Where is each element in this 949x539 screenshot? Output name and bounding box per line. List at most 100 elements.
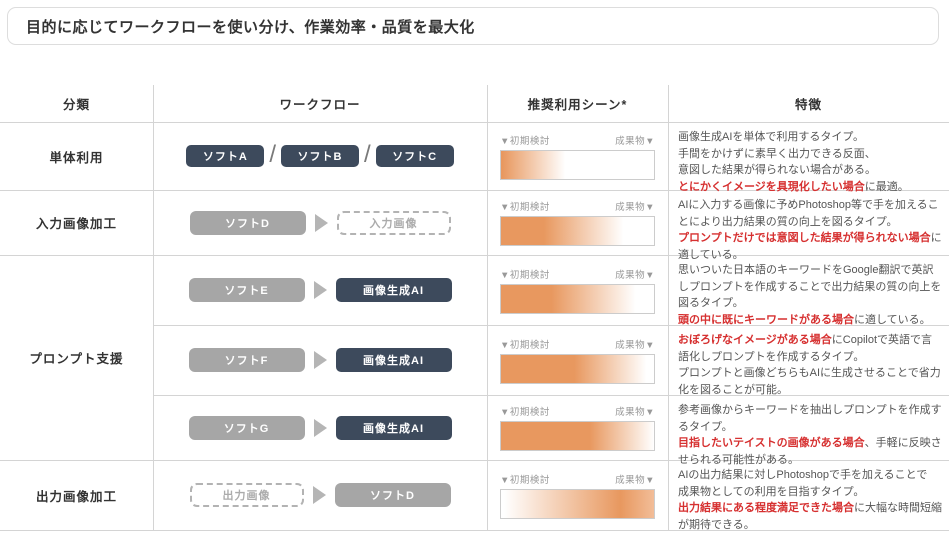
feature-highlight: プロンプトだけでは意図した結果が得られない場合	[678, 232, 931, 244]
scene-label-initial: ▼初期検討	[500, 202, 550, 213]
scene-cell: ▼初期検討 成果物▼	[487, 395, 668, 460]
scene-label-initial: ▼初期検討	[500, 339, 550, 351]
scene-axis-labels: ▼初期検討 成果物▼	[500, 404, 655, 418]
workflow-flow: 出力画像 ソフトD	[189, 483, 451, 507]
feature-segment: にCopilotで英語で言語化しプロンプトを作成するタイプ。 プロンプトと画像ど…	[678, 334, 941, 396]
workflow-flow: ソフトG 画像生成AI	[188, 415, 452, 440]
feature-segment: に大幅な時間短縮が期待できる。	[678, 502, 942, 531]
row-divider	[0, 530, 949, 531]
workflow-node: 画像生成AI	[335, 415, 452, 440]
scene-cell: ▼初期検討 成果物▼	[487, 122, 668, 190]
workflow-node: 画像生成AI	[335, 278, 452, 302]
workflow-flow: ソフトD 入力画像	[189, 210, 451, 235]
scene-gradient-bar	[500, 421, 655, 451]
slash-separator: /	[269, 141, 276, 168]
feature-segment: 参考画像からキーワードを抽出しプロンプトを作成するタイプ。	[678, 404, 942, 433]
flow-arrow-icon	[313, 281, 327, 299]
scene-label-initial: ▼初期検討	[500, 407, 550, 418]
workflow-cell: ソフトA / ソフトB / ソフトC	[153, 122, 487, 190]
column-divider	[668, 85, 669, 530]
feature-highlight: おぼろげなイメージがある場合	[678, 334, 832, 346]
flow-arrow-icon	[312, 486, 326, 504]
workflow-cell: ソフトD 入力画像	[153, 190, 487, 255]
scene-cell: ▼初期検討 成果物▼	[487, 190, 668, 255]
feature-segment: 、手軽に反映させられる可能性がある。	[678, 437, 942, 466]
feature-text: AIに入力する画像に予めPhotoshop等で手を加えることにより出力結果の質の…	[668, 190, 949, 261]
workflow-node: ソフトD	[334, 483, 451, 507]
workflow-node: ソフトE	[188, 278, 305, 302]
feature-segment: 画像生成AIを単体で利用するタイプ。 手間をかけずに素早く出力できる反面、 意図…	[678, 131, 876, 176]
row-divider	[0, 190, 949, 191]
workflow-node: 出力画像	[189, 483, 304, 507]
feature-text: 参考画像からキーワードを抽出しプロンプトを作成するタイプ。 目指したいテイストの…	[668, 395, 949, 466]
feature-text: 画像生成AIを単体で利用するタイプ。 手間をかけずに素早く出力できる反面、 意図…	[668, 122, 949, 193]
scene-axis-labels: ▼初期検討 成果物▼	[500, 133, 655, 147]
scene-label-initial: ▼初期検討	[500, 269, 550, 281]
scene-label-deliverable: 成果物▼	[615, 135, 655, 147]
column-header-category: 分類	[62, 98, 90, 112]
scene-axis-labels: ▼初期検討 成果物▼	[500, 199, 655, 213]
column-header-scene: 推奨利用シーン*	[527, 98, 628, 112]
workflow-node: ソフトF	[188, 348, 305, 372]
column-divider	[487, 85, 488, 530]
feature-highlight: 目指したいテイストの画像がある場合	[678, 437, 865, 449]
feature-segment: に適している。	[854, 313, 931, 326]
row-divider	[153, 395, 949, 396]
scene-label-deliverable: 成果物▼	[615, 474, 655, 486]
workflow-node: ソフトC	[375, 145, 454, 167]
workflow-node: ソフトB	[281, 145, 359, 167]
feature-text: AIの出力結果に対しPhotoshopで手を加えることで 成果物としての利用を目…	[668, 460, 949, 531]
row-divider	[0, 460, 949, 461]
scene-label-initial: ▼初期検討	[500, 474, 550, 486]
workflow-flow: ソフトE 画像生成AI	[188, 278, 452, 302]
scene-cell: ▼初期検討 成果物▼	[487, 255, 668, 325]
scene-cell: ▼初期検討 成果物▼	[487, 460, 668, 530]
workflow-node: 入力画像	[336, 210, 451, 235]
scene-label-deliverable: 成果物▼	[615, 269, 655, 281]
feature-segment: AIに入力する画像に予めPhotoshop等で手を加えることにより出力結果の質の…	[678, 199, 939, 228]
feature-highlight: 頭の中に既にキーワードがある場合	[678, 313, 854, 326]
workflow-cell: ソフトF 画像生成AI	[153, 325, 487, 395]
scene-gradient-bar	[500, 216, 655, 246]
feature-segment: に最適。	[864, 180, 909, 193]
workflow-flow: ソフトA / ソフトB / ソフトC	[186, 141, 454, 170]
workflow-cell: 出力画像 ソフトD	[153, 460, 487, 530]
scene-axis-labels: ▼初期検討 成果物▼	[500, 337, 655, 351]
feature-segment: AIの出力結果に対しPhotoshopで手を加えることで 成果物としての利用を目…	[678, 469, 928, 498]
scene-axis-labels: ▼初期検討 成果物▼	[500, 267, 655, 281]
flow-arrow-icon	[313, 418, 327, 437]
category-cell: プロンプト支援	[29, 352, 124, 366]
scene-label-initial: ▼初期検討	[500, 135, 550, 147]
title-bar: 目的に応じてワークフローを使い分け、作業効率・品質を最大化	[7, 7, 939, 45]
category-cell: 入力画像加工	[35, 217, 117, 231]
column-divider	[153, 85, 154, 530]
row-divider	[0, 255, 949, 256]
column-header-features: 特徴	[794, 98, 822, 112]
workflow-node: ソフトA	[186, 145, 265, 167]
scene-gradient-bar	[500, 488, 655, 519]
feature-segment: に適している。	[678, 232, 942, 261]
workflow-node: ソフトG	[188, 415, 305, 440]
scene-cell: ▼初期検討 成果物▼	[487, 325, 668, 395]
row-divider	[0, 122, 949, 123]
flow-arrow-icon	[314, 213, 328, 232]
scene-gradient-bar	[500, 283, 655, 314]
scene-gradient-bar	[500, 353, 655, 384]
scene-axis-labels: ▼初期検討 成果物▼	[500, 472, 655, 486]
scene-label-deliverable: 成果物▼	[615, 202, 655, 213]
feature-text: おぼろげなイメージがある場合にCopilotで英語で言語化しプロンプトを作成する…	[668, 325, 949, 396]
feature-highlight: 出力結果にある程度満足できた場合	[678, 502, 854, 514]
feature-highlight: とにかくイメージを具現化したい場合	[678, 180, 865, 193]
category-cell: 単体利用	[49, 150, 104, 165]
flow-arrow-icon	[313, 351, 327, 369]
feature-segment: 思いついた日本語のキーワードをGoogle翻訳で英訳しプロンプトを作成することで…	[678, 264, 942, 309]
scene-gradient-bar	[500, 149, 655, 180]
workflow-node: ソフトD	[189, 210, 306, 235]
column-header-workflow: ワークフロー	[279, 98, 361, 112]
workflow-cell: ソフトG 画像生成AI	[153, 395, 487, 460]
slash-separator: /	[364, 141, 371, 168]
workflow-cell: ソフトE 画像生成AI	[153, 255, 487, 325]
feature-text: 思いついた日本語のキーワードをGoogle翻訳で英訳しプロンプトを作成することで…	[668, 255, 949, 326]
row-divider	[153, 325, 949, 326]
workflow-comparison-table: 分類 ワークフロー 推奨利用シーン* 特徴 単体利用 ソフトA / ソフトB / ソフトC…	[0, 85, 949, 532]
